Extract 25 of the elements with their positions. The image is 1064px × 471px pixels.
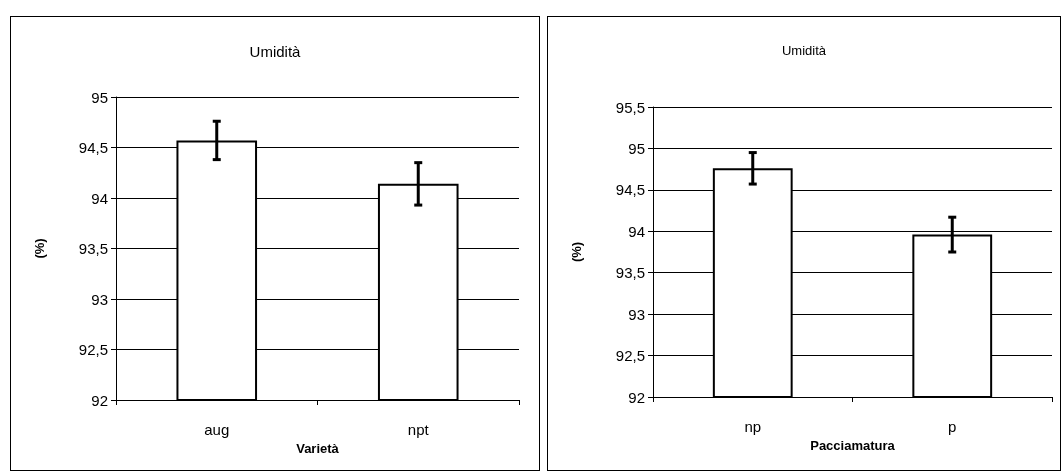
- y-axis-title: (%): [569, 241, 584, 263]
- y-tick-label: 93: [91, 290, 108, 308]
- y-tick-label: 93,5: [78, 240, 108, 257]
- y-tick-label: 94,5: [615, 181, 645, 199]
- chart-title: Umidità: [781, 43, 827, 58]
- x-axis-title: Varietà: [296, 440, 340, 456]
- y-tick-label: 95: [628, 139, 645, 157]
- y-tick-label: 95,5: [615, 98, 645, 116]
- chart-title: Umidità: [249, 43, 302, 60]
- x-axis-title: Pacciamatura: [810, 437, 896, 453]
- y-axis-title: (%): [32, 238, 47, 259]
- x-tick-label: aug: [204, 421, 230, 438]
- x-tick-label: np: [744, 418, 762, 435]
- y-tick-label: 92,5: [78, 341, 108, 358]
- y-tick-label: 94: [91, 189, 108, 207]
- x-tick-label: npt: [407, 421, 430, 438]
- y-tick-label: 94,5: [78, 139, 108, 156]
- y-tick-label: 95: [91, 88, 108, 106]
- x-tick-label: p: [948, 418, 957, 435]
- y-tick-label: 93,5: [615, 264, 645, 282]
- y-tick-label: 94: [628, 222, 645, 240]
- y-tick-label: 92,5: [615, 347, 645, 365]
- y-tick-label: 92: [628, 388, 645, 406]
- y-tick-label: 92: [91, 391, 108, 409]
- y-tick-label: 93: [628, 305, 645, 323]
